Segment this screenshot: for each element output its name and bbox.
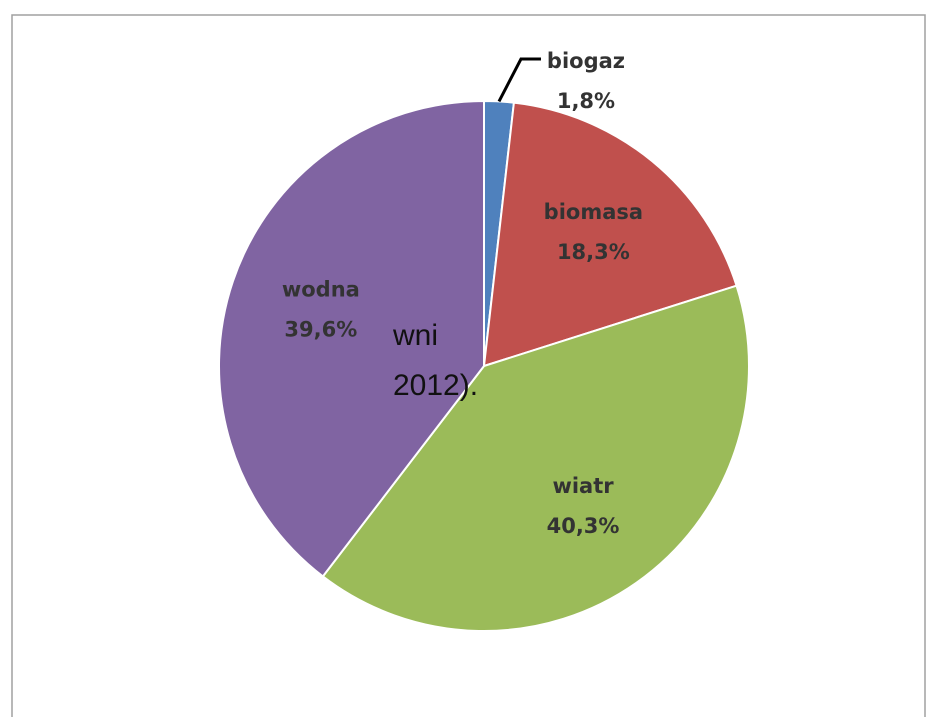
pie-slice — [482, 101, 738, 368]
slice-label: biomasa — [544, 200, 643, 224]
pie-slice — [218, 99, 485, 578]
background-text: 2012). — [393, 369, 478, 402]
pie-slice — [321, 284, 750, 632]
slice-value-label: 39,6% — [284, 318, 357, 342]
leader-line — [497, 57, 541, 103]
chart-frame — [11, 14, 926, 717]
background-text: wni — [392, 319, 438, 352]
slice-value-label: 1,8% — [557, 89, 615, 113]
slice-value-label: 18,3% — [557, 240, 630, 264]
pie — [218, 99, 750, 632]
slice-label: wodna — [282, 278, 360, 302]
slice-label: biogaz — [547, 49, 625, 73]
slice-label: wiatr — [552, 474, 614, 498]
slice-value-label: 40,3% — [547, 514, 620, 538]
